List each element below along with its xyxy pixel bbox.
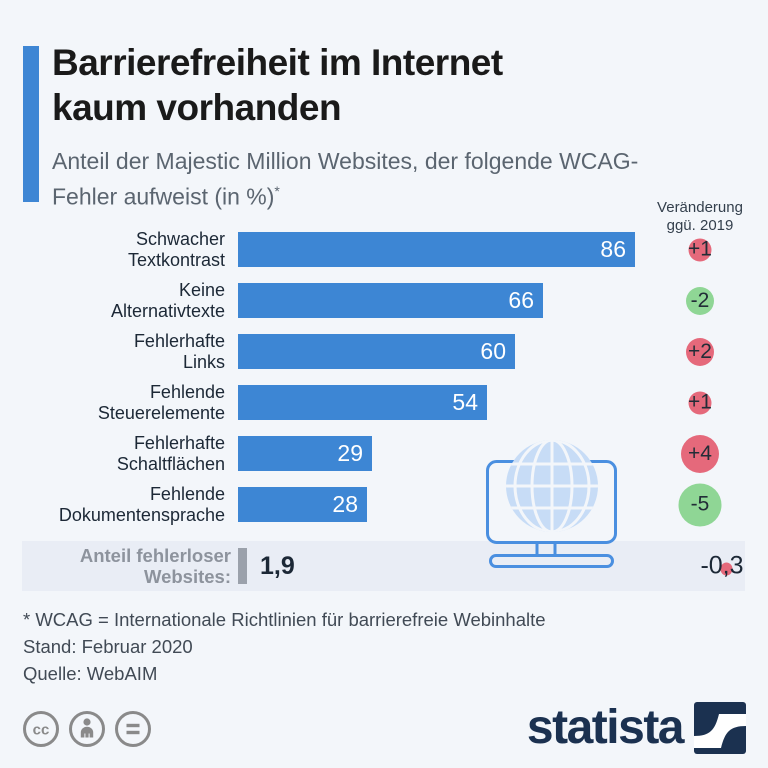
bar: 54 [238,385,487,420]
cc-license-icons[interactable]: cc [22,710,152,748]
bar-value: 28 [332,491,358,517]
title-accent-bar [23,46,39,202]
summary-value: 1,9 [260,551,295,580]
bar-value: 60 [480,338,506,364]
summary-change: -0,3 [700,552,743,581]
bar-value: 29 [337,440,363,466]
cc-icon[interactable]: cc [22,710,60,748]
change-badge: +1 [688,390,712,414]
monitor-globe-illustration [483,437,620,574]
title-line-2: kaum vorhanden [52,87,342,128]
bar-label: Schwacher Textkontrast [127,228,225,270]
change-value: +4 [688,441,712,465]
equals-icon[interactable] [114,710,152,748]
change-badge: +4 [681,434,719,473]
change-value: +2 [688,339,712,363]
change-value: -5 [690,492,710,516]
statista-logo-mark [694,701,746,754]
bar: 60 [238,334,515,369]
change-value: +1 [688,390,712,414]
footnotes: * WCAG = Internationale Richtlinien für … [23,606,546,687]
page-title: Barrierefreiheit im Internet kaum vorhan… [52,40,712,130]
change-badge: -5 [678,483,722,526]
bar-label: Keine Alternativtexte [110,279,225,321]
change-value: +1 [688,237,712,261]
statista-logo[interactable]: statista [527,700,746,755]
chart-subtitle: Anteil der Majestic Million Websites, de… [52,148,639,210]
summary-row: Anteil fehlerloser Websites: 1,9 -0,3 [22,541,745,591]
footnote-date: Stand: Februar 2020 [23,636,193,657]
bar-label: Fehlende Dokumentensprache [58,483,225,525]
footnote-wcag: * WCAG = Internationale Richtlinien für … [23,609,546,630]
change-badge: -2 [686,286,714,315]
footnote-asterisk: * [274,183,280,199]
change-value: -2 [690,288,710,312]
svg-text:cc: cc [33,722,50,739]
change-column-header: Veränderung ggü. 2019 [657,199,743,234]
footnote-source: Quelle: WebAIM [23,663,158,684]
chart-row: Fehlende Dokumentensprache 28 -5 [0,479,768,530]
chart-row: Fehlerhafte Links 60 +2 [0,326,768,377]
change-dot [720,562,732,575]
chart-row: Fehlerhafte Schaltflächen 29 +4 [0,428,768,479]
chart-row: Fehlende Steuerelemente 54 +1 [0,377,768,428]
bar-label: Fehlende Steuerelemente [97,381,225,423]
summary-change-value: -0,3 [700,551,744,580]
change-badge: +2 [686,337,714,366]
bar: 28 [238,487,367,522]
change-badge: +1 [688,237,712,261]
chart-row: Keine Alternativtexte 66 -2 [0,275,768,326]
summary-label: Anteil fehlerloser Websites: [79,545,231,587]
bar-value: 66 [508,287,534,313]
monitor-globe-icon [486,440,617,568]
statista-logo-text: statista [526,701,685,754]
bar: 86 [238,232,635,267]
chart-row: Schwacher Textkontrast 86 +1 [0,224,768,275]
attribution-icon[interactable] [68,710,106,748]
title-line-1: Barrierefreiheit im Internet [52,42,503,83]
bar-chart: Schwacher Textkontrast 86 +1 Keine Alter… [0,224,768,530]
bar-label: Fehlerhafte Links [133,330,225,372]
bar-value: 86 [600,236,626,262]
bar: 29 [238,436,372,471]
bar-label: Fehlerhafte Schaltflächen [116,432,225,474]
bar: 66 [238,283,543,318]
summary-mini-bar [238,548,247,584]
bar-value: 54 [452,389,478,415]
